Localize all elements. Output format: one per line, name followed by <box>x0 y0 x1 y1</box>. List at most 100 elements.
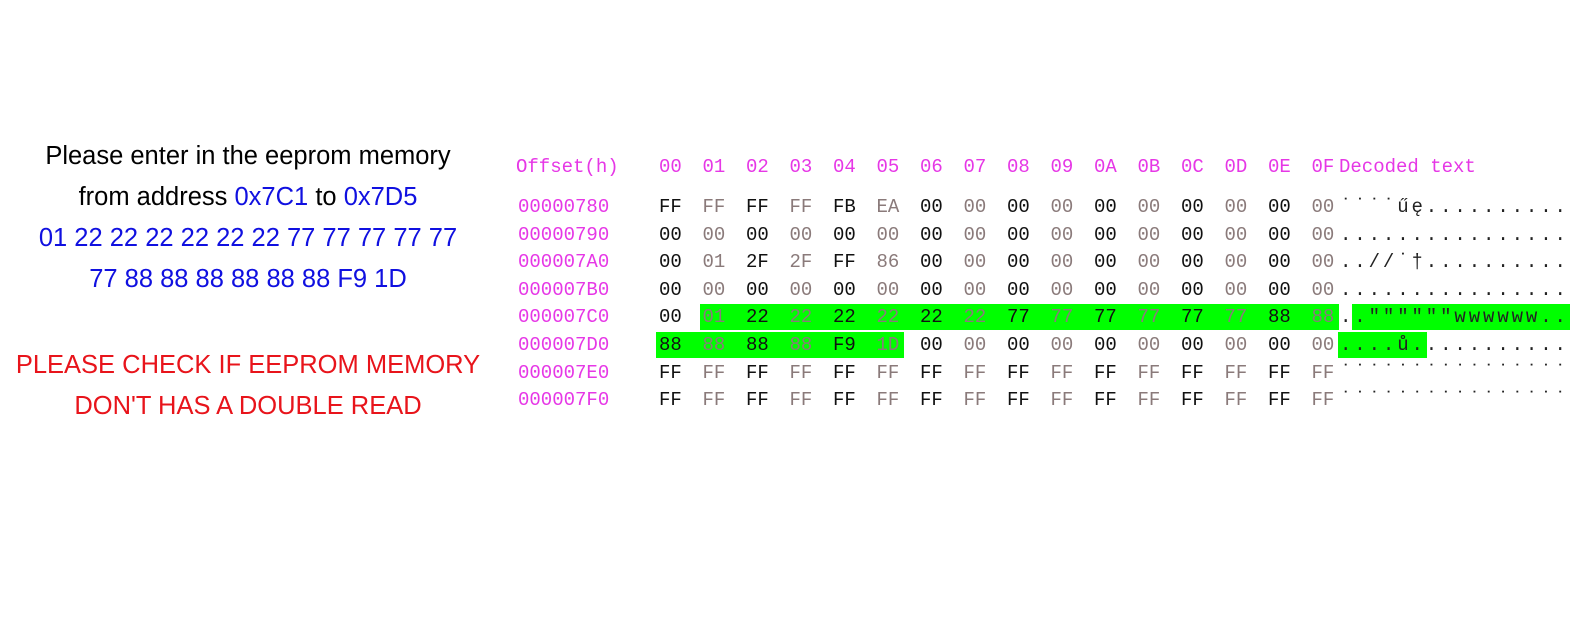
hex-byte[interactable]: 00 <box>963 196 987 218</box>
hex-byte[interactable]: FF <box>1094 361 1117 384</box>
hex-byte[interactable]: 01 <box>702 251 726 274</box>
hex-byte[interactable]: 00 <box>1268 196 1291 218</box>
hex-byte[interactable]: FF <box>1311 361 1335 384</box>
hex-byte[interactable]: FF <box>789 389 813 412</box>
hex-byte[interactable]: FF <box>920 361 943 384</box>
hex-byte[interactable]: 00 <box>659 223 682 246</box>
hex-byte[interactable]: FF <box>876 389 900 412</box>
hex-byte[interactable]: FF <box>963 389 987 412</box>
hex-byte[interactable]: 00 <box>1050 251 1074 274</box>
hex-byte[interactable]: 88 <box>702 334 726 356</box>
hex-byte[interactable]: FF <box>1137 389 1161 412</box>
hex-byte[interactable]: FF <box>1311 389 1335 412</box>
hex-byte[interactable]: 00 <box>746 223 769 246</box>
hex-byte[interactable]: 00 <box>1094 334 1117 356</box>
hex-byte[interactable]: 00 <box>1224 278 1248 301</box>
hex-byte[interactable]: 00 <box>963 278 987 301</box>
hex-byte[interactable]: 00 <box>1137 251 1161 274</box>
hex-byte[interactable]: FF <box>1050 361 1074 384</box>
hex-byte[interactable]: 00 <box>1311 196 1335 218</box>
hex-byte[interactable]: 00 <box>1007 223 1030 246</box>
hex-byte[interactable]: 00 <box>1094 223 1117 246</box>
hex-byte[interactable]: 88 <box>746 334 769 356</box>
hex-byte[interactable]: 88 <box>1268 306 1291 329</box>
hex-byte[interactable]: 00 <box>1137 196 1161 218</box>
hex-byte[interactable]: 00 <box>1224 334 1248 356</box>
hex-byte[interactable]: 00 <box>1224 251 1248 274</box>
hex-byte[interactable]: 1D <box>876 334 900 356</box>
hex-byte[interactable]: 22 <box>789 306 813 329</box>
hex-byte[interactable]: 77 <box>1137 306 1161 329</box>
hex-byte[interactable]: 22 <box>920 306 943 329</box>
hex-byte[interactable]: 00 <box>1224 223 1248 246</box>
hex-byte[interactable]: FF <box>833 251 856 274</box>
hex-byte[interactable]: 00 <box>1268 334 1291 356</box>
hex-byte[interactable]: 00 <box>1268 251 1291 274</box>
hex-byte[interactable]: FF <box>659 389 682 412</box>
hex-byte[interactable]: 00 <box>876 223 900 246</box>
hex-byte[interactable]: 22 <box>746 306 769 329</box>
hex-byte[interactable]: 00 <box>920 196 943 218</box>
hex-byte[interactable]: 00 <box>1050 278 1074 301</box>
hex-byte[interactable]: FF <box>1181 361 1204 384</box>
hex-byte[interactable]: 22 <box>833 306 856 329</box>
hex-byte[interactable]: FF <box>659 361 682 384</box>
hex-byte[interactable]: 00 <box>789 278 813 301</box>
hex-byte[interactable]: 00 <box>1311 223 1335 246</box>
hex-byte[interactable]: 77 <box>1224 306 1248 329</box>
hex-byte[interactable]: FF <box>746 196 769 218</box>
hex-byte[interactable]: FF <box>963 361 987 384</box>
hex-byte[interactable]: F9 <box>833 334 856 356</box>
hex-byte[interactable]: 77 <box>1094 306 1117 329</box>
hex-byte[interactable]: 00 <box>1181 278 1204 301</box>
hex-byte[interactable]: FF <box>702 389 726 412</box>
hex-byte[interactable]: 00 <box>1224 196 1248 218</box>
hex-byte[interactable]: 22 <box>876 306 900 329</box>
hex-byte[interactable]: FF <box>920 389 943 412</box>
hex-byte[interactable]: FF <box>702 196 726 218</box>
hex-byte[interactable]: FF <box>659 196 682 218</box>
hex-byte[interactable]: 00 <box>920 223 943 246</box>
hex-byte[interactable]: 00 <box>1181 223 1204 246</box>
hex-byte[interactable]: 00 <box>1311 278 1335 301</box>
hex-byte[interactable]: 00 <box>1137 278 1161 301</box>
hex-byte[interactable]: 00 <box>659 306 682 329</box>
hex-byte[interactable]: 01 <box>702 306 726 329</box>
hex-byte[interactable]: 00 <box>920 278 943 301</box>
hex-byte[interactable]: 00 <box>920 334 943 356</box>
hex-byte[interactable]: FF <box>1050 389 1074 412</box>
hex-byte[interactable]: 00 <box>1007 334 1030 356</box>
hex-byte[interactable]: FB <box>833 196 856 218</box>
hex-byte[interactable]: FF <box>1181 389 1204 412</box>
hex-byte[interactable]: 00 <box>833 223 856 246</box>
hex-byte[interactable]: 00 <box>1094 278 1117 301</box>
hex-byte[interactable]: 00 <box>1268 223 1291 246</box>
hex-byte[interactable]: 00 <box>1007 251 1030 274</box>
hex-byte[interactable]: FF <box>746 389 769 412</box>
hex-byte[interactable]: 88 <box>659 334 682 356</box>
hex-byte[interactable]: 00 <box>659 251 682 274</box>
hex-byte[interactable]: FF <box>1268 389 1291 412</box>
hex-byte[interactable]: 00 <box>963 223 987 246</box>
hex-byte[interactable]: 77 <box>1007 306 1030 329</box>
hex-byte[interactable]: 00 <box>1181 251 1204 274</box>
hex-byte[interactable]: 00 <box>1181 196 1204 218</box>
hex-byte[interactable]: FF <box>1137 361 1161 384</box>
hex-byte[interactable]: 00 <box>963 334 987 356</box>
hex-byte[interactable]: FF <box>833 361 856 384</box>
hex-byte[interactable]: 77 <box>1181 306 1204 329</box>
hex-byte[interactable]: 00 <box>789 223 813 246</box>
hex-byte[interactable]: FF <box>876 361 900 384</box>
hex-byte[interactable]: FF <box>702 361 726 384</box>
hex-byte[interactable]: 00 <box>1268 278 1291 301</box>
hex-byte[interactable]: 00 <box>1311 334 1335 356</box>
hex-byte[interactable]: 00 <box>1007 278 1030 301</box>
hex-byte[interactable]: 00 <box>1094 251 1117 274</box>
hex-byte[interactable]: FF <box>1094 389 1117 412</box>
hex-byte[interactable]: 00 <box>833 278 856 301</box>
hex-byte[interactable]: 00 <box>1137 223 1161 246</box>
hex-byte[interactable]: FF <box>746 361 769 384</box>
hex-byte[interactable]: 00 <box>1181 334 1204 356</box>
hex-byte[interactable]: 77 <box>1050 306 1074 329</box>
hex-byte[interactable]: 88 <box>789 334 813 356</box>
